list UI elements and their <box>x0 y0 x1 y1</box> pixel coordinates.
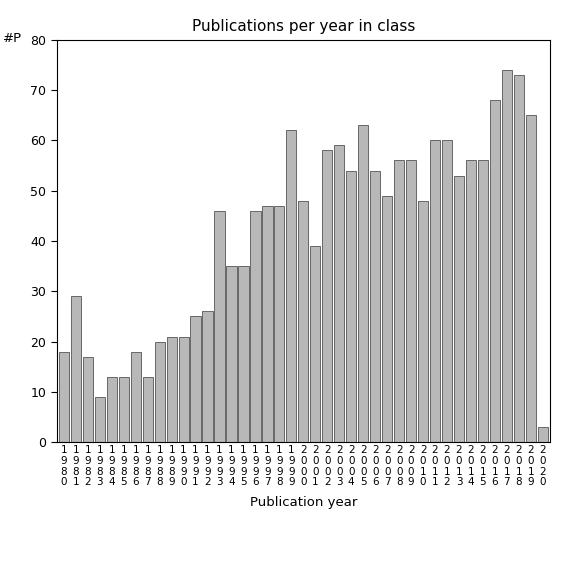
Bar <box>263 206 273 442</box>
Bar <box>274 206 285 442</box>
Bar <box>478 160 488 442</box>
Bar <box>382 196 392 442</box>
Bar <box>107 377 117 442</box>
Bar <box>322 150 332 442</box>
Bar <box>430 141 440 442</box>
Title: Publications per year in class: Publications per year in class <box>192 19 415 35</box>
Bar <box>83 357 93 442</box>
Bar <box>310 246 320 442</box>
Bar <box>286 130 297 442</box>
Bar <box>466 160 476 442</box>
Bar <box>454 176 464 442</box>
Bar <box>526 115 536 442</box>
Bar <box>167 337 177 442</box>
Bar <box>191 316 201 442</box>
X-axis label: Publication year: Publication year <box>249 496 357 509</box>
Bar <box>370 171 380 442</box>
Bar <box>238 266 248 442</box>
Bar <box>514 75 524 442</box>
Bar <box>130 352 141 442</box>
Bar <box>490 100 500 442</box>
Bar <box>334 145 344 442</box>
Bar <box>442 141 452 442</box>
Bar <box>71 297 81 442</box>
Bar <box>95 397 105 442</box>
Bar <box>502 70 512 442</box>
Bar <box>538 427 548 442</box>
Y-axis label: #P: #P <box>3 32 22 45</box>
Bar <box>251 211 261 442</box>
Bar <box>226 266 236 442</box>
Bar <box>298 201 308 442</box>
Bar <box>358 125 369 442</box>
Bar <box>179 337 189 442</box>
Bar <box>59 352 69 442</box>
Bar <box>119 377 129 442</box>
Bar <box>202 311 213 442</box>
Bar <box>346 171 356 442</box>
Bar <box>418 201 428 442</box>
Bar <box>394 160 404 442</box>
Bar <box>406 160 416 442</box>
Bar <box>214 211 225 442</box>
Bar <box>155 341 165 442</box>
Bar <box>143 377 153 442</box>
